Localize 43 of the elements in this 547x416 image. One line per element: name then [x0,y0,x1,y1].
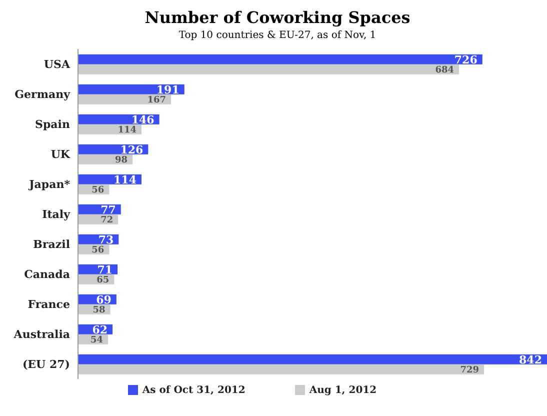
y-tick-label: Spain [35,118,70,131]
y-tick-label: Australia [12,328,70,341]
data-label: 191 [156,83,180,96]
bar [78,54,482,64]
data-label: 167 [147,96,166,106]
y-tick-label: (EU 27) [22,358,70,371]
data-label: 58 [92,306,106,316]
data-label: 146 [131,113,155,126]
y-tick-label: UK [50,148,70,161]
bar [78,94,172,104]
data-label: 126 [120,143,144,156]
data-label: 73 [98,233,114,246]
data-label: 72 [100,216,114,226]
data-label: 62 [92,323,108,336]
data-label: 842 [519,353,542,366]
data-label: 56 [92,186,104,196]
chart-subtitle: Top 10 countries & EU-27, as of Nov, 1 [178,30,378,41]
data-label: 69 [96,293,112,306]
data-label: 729 [460,366,480,376]
y-tick-label: France [28,298,70,311]
data-label: 114 [114,173,137,186]
y-tick-label: Italy [42,208,71,221]
y-tick-label: USA [44,58,70,71]
legend-label: As of Oct 31, 2012 [142,385,246,396]
y-tick-label: Canada [24,268,70,281]
bar [78,84,184,94]
data-label: 726 [454,53,478,66]
data-label: 114 [118,126,136,136]
data-label: 54 [90,336,104,346]
y-tick-label: Brazil [33,238,70,251]
data-label: 56 [92,246,104,256]
data-label: 77 [100,203,116,216]
chart-title: Number of Coworking Spaces [144,8,412,27]
data-label: 71 [97,263,113,276]
data-label: 684 [435,66,454,76]
y-tick-label: Germany [14,88,71,101]
bar [78,354,547,364]
bar [78,364,484,374]
data-label: 98 [115,156,128,166]
data-label: 65 [96,276,110,286]
bar [78,64,459,74]
y-tick-label: Japan* [28,178,70,191]
legend-label: Aug 1, 2012 [309,385,377,396]
